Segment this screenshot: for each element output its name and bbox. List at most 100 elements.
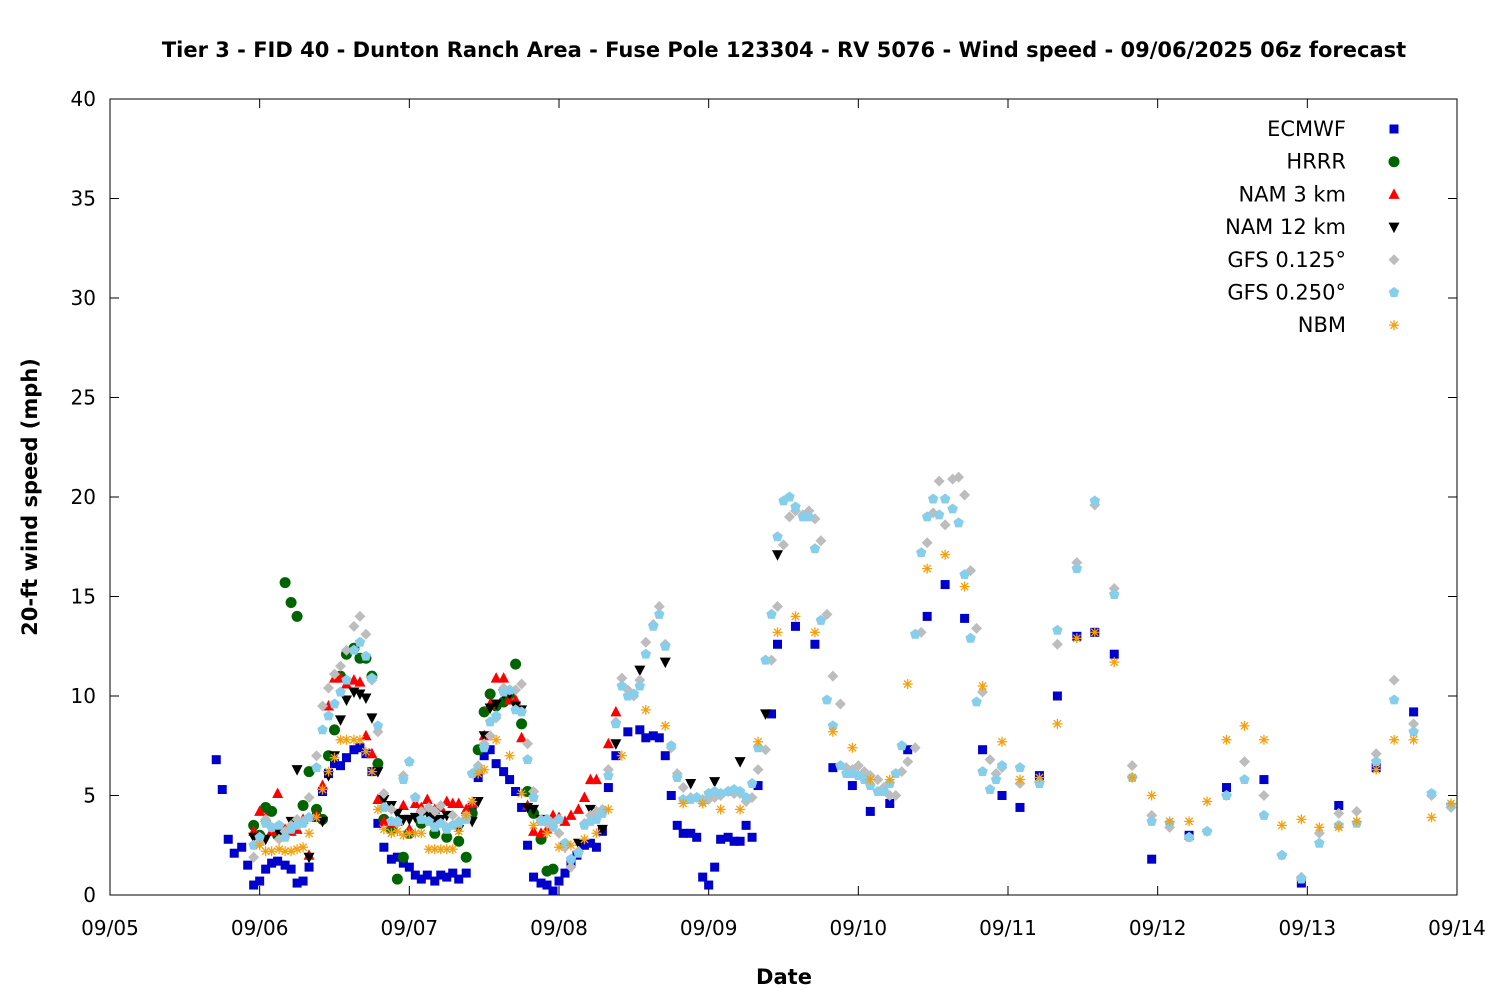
data-point-nam-12-km bbox=[659, 657, 671, 669]
data-point-gfs-0-250 bbox=[490, 710, 502, 721]
data-point-gfs-0-250 bbox=[1014, 762, 1026, 773]
data-point-hrrr bbox=[478, 706, 490, 718]
data-point-gfs-0-250 bbox=[453, 817, 464, 828]
data-point-ecmwf bbox=[398, 858, 408, 868]
data-point-gfs-0-250 bbox=[809, 543, 821, 554]
data-point-gfs-0-125 bbox=[565, 861, 577, 873]
data-point-nbm bbox=[1014, 774, 1025, 785]
data-point-ecmwf bbox=[692, 832, 702, 842]
data-point-gfs-0-250 bbox=[398, 774, 409, 785]
data-point-nam-12-km bbox=[472, 796, 484, 808]
data-point-ecmwf bbox=[548, 886, 558, 896]
data-point-ecmwf bbox=[623, 727, 633, 737]
data-point-gfs-0-250 bbox=[984, 784, 996, 794]
y-axis-label: 20-ft wind speed (mph) bbox=[18, 358, 42, 636]
data-point-gfs-0-250 bbox=[628, 688, 640, 699]
data-point-nbm bbox=[528, 820, 539, 831]
data-point-nbm bbox=[1333, 822, 1344, 833]
data-point-gfs-0-250 bbox=[366, 672, 378, 683]
data-point-nbm bbox=[366, 766, 377, 777]
data-point-nam-12-km bbox=[366, 713, 378, 724]
data-point-nam-12-km bbox=[354, 689, 366, 701]
data-point-gfs-0-125 bbox=[435, 799, 447, 811]
data-point-gfs-0-125 bbox=[653, 600, 665, 612]
data-point-nam-3-km bbox=[572, 803, 584, 814]
data-point-nbm bbox=[491, 734, 502, 745]
data-point-hrrr bbox=[516, 718, 528, 730]
data-point-ecmwf bbox=[505, 775, 515, 785]
data-point-nam-3-km bbox=[453, 797, 465, 808]
data-point-nbm bbox=[735, 804, 746, 815]
data-point-nbm bbox=[753, 736, 764, 747]
data-point-gfs-0-125 bbox=[1408, 718, 1420, 730]
data-point-nbm bbox=[616, 750, 627, 761]
data-point-nbm bbox=[1071, 633, 1082, 644]
data-point-ecmwf bbox=[554, 876, 564, 886]
data-point-ecmwf bbox=[735, 836, 745, 846]
data-point-gfs-0-125 bbox=[909, 742, 921, 754]
x-tick-label: 09/08 bbox=[530, 916, 588, 940]
x-tick-label: 09/07 bbox=[381, 916, 439, 940]
data-point-gfs-0-250 bbox=[1408, 726, 1419, 737]
data-point-ecmwf bbox=[1222, 783, 1232, 793]
data-point-gfs-0-125 bbox=[516, 678, 528, 690]
data-point-gfs-0-250 bbox=[273, 819, 285, 830]
y-tick-label: 5 bbox=[83, 784, 96, 808]
data-point-gfs-0-250 bbox=[516, 706, 527, 717]
data-point-ecmwf bbox=[461, 868, 471, 878]
data-point-ecmwf bbox=[523, 840, 533, 850]
x-tick-label: 09/10 bbox=[830, 916, 888, 940]
data-point-gfs-0-250 bbox=[1426, 788, 1437, 798]
data-point-nbm bbox=[429, 844, 440, 855]
data-point-hrrr bbox=[285, 596, 297, 608]
data-point-hrrr bbox=[547, 863, 559, 875]
data-point-ecmwf bbox=[767, 709, 777, 719]
data-point-nam-12-km bbox=[772, 550, 784, 561]
data-point-gfs-0-125 bbox=[959, 489, 971, 501]
data-point-nbm bbox=[1164, 816, 1175, 827]
data-point-gfs-0-250 bbox=[565, 853, 577, 864]
data-point-nbm bbox=[260, 846, 271, 857]
data-point-nbm bbox=[447, 844, 458, 855]
data-point-gfs-0-250 bbox=[254, 831, 265, 842]
data-point-gfs-0-250 bbox=[541, 813, 553, 824]
data-point-ecmwf bbox=[1334, 800, 1344, 810]
data-point-gfs-0-125 bbox=[827, 670, 839, 682]
data-point-gfs-0-250 bbox=[878, 786, 890, 796]
data-point-nam-12-km bbox=[372, 767, 384, 778]
data-point-nam-12-km bbox=[378, 794, 390, 806]
data-point-gfs-0-250 bbox=[553, 813, 565, 824]
data-point-ecmwf bbox=[410, 870, 420, 880]
data-point-gfs-0-125 bbox=[902, 756, 914, 768]
data-point-ecmwf bbox=[330, 759, 339, 769]
data-point-nam-3-km bbox=[348, 674, 360, 685]
data-point-gfs-0-125 bbox=[772, 600, 784, 612]
data-point-gfs-0-125 bbox=[616, 672, 628, 684]
data-point-nam-12-km bbox=[572, 838, 584, 850]
data-point-nbm bbox=[1184, 816, 1195, 827]
data-point-nam-3-km bbox=[565, 809, 577, 820]
data-point-gfs-0-125 bbox=[1126, 760, 1138, 772]
data-point-nbm bbox=[922, 563, 933, 574]
data-point-ecmwf bbox=[603, 783, 613, 793]
data-point-gfs-0-250 bbox=[603, 770, 614, 781]
data-point-nbm bbox=[865, 774, 876, 785]
data-point-gfs-0-125 bbox=[340, 644, 352, 656]
data-point-nbm bbox=[847, 742, 858, 753]
data-point-nbm bbox=[1426, 812, 1437, 823]
data-point-gfs-0-125 bbox=[1351, 805, 1363, 817]
y-tick-label: 20 bbox=[71, 485, 96, 509]
data-point-ecmwf bbox=[704, 880, 714, 890]
data-point-ecmwf bbox=[940, 580, 950, 590]
data-point-nam-12-km bbox=[596, 824, 608, 836]
data-point-nam-12-km bbox=[760, 709, 772, 720]
data-point-ecmwf bbox=[430, 876, 440, 886]
data-point-ecmwf bbox=[585, 838, 595, 848]
data-point-ecmwf bbox=[243, 860, 253, 870]
data-point-nbm bbox=[298, 842, 309, 853]
data-point-gfs-0-125 bbox=[872, 774, 884, 786]
data-point-nbm bbox=[959, 581, 970, 592]
data-point-ecmwf bbox=[723, 832, 733, 842]
data-point-gfs-0-250 bbox=[760, 654, 771, 665]
data-point-gfs-0-125 bbox=[348, 620, 360, 632]
